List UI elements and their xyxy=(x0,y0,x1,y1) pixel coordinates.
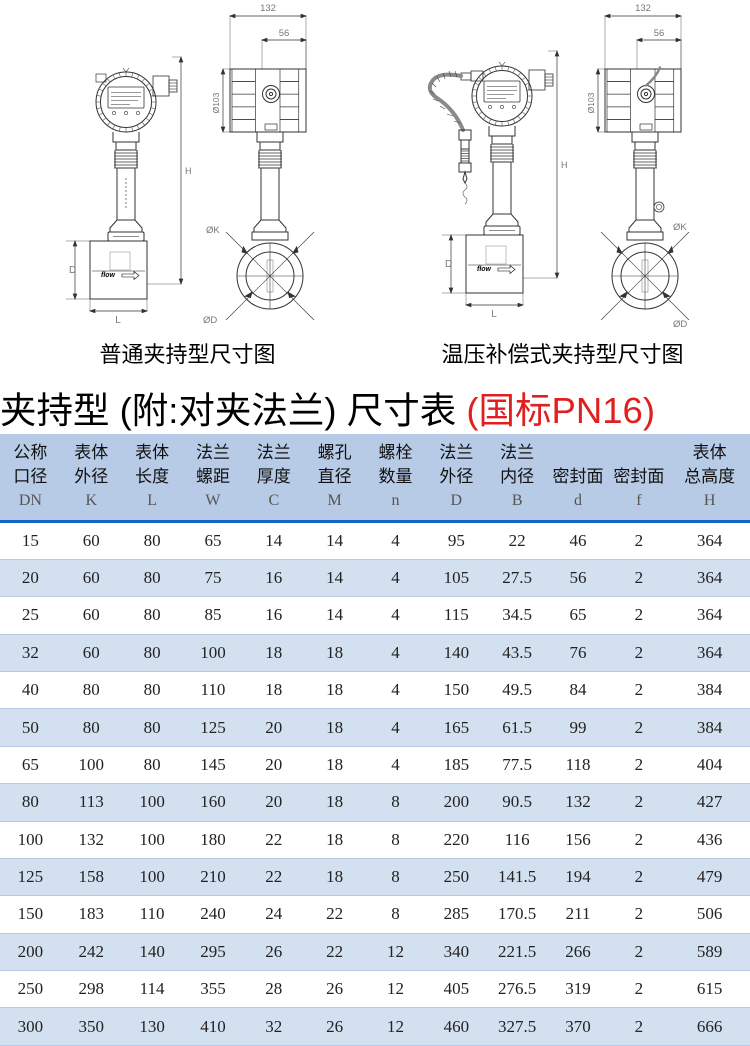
svg-text:flow: flow xyxy=(101,272,116,279)
svg-text:D: D xyxy=(445,259,452,270)
svg-text:flow: flow xyxy=(477,266,492,273)
svg-text:H: H xyxy=(185,166,192,176)
svg-text:132: 132 xyxy=(260,3,276,14)
svg-text:ØD: ØD xyxy=(673,319,687,330)
svg-text:ØK: ØK xyxy=(206,225,220,236)
svg-text:Ø103: Ø103 xyxy=(211,92,221,113)
svg-text:ØD: ØD xyxy=(203,315,217,326)
svg-text:D: D xyxy=(69,265,76,276)
svg-text:L: L xyxy=(115,315,121,326)
svg-text:H: H xyxy=(561,160,568,170)
svg-text:ØK: ØK xyxy=(673,222,687,233)
svg-text:Ø103: Ø103 xyxy=(586,92,596,113)
svg-text:132: 132 xyxy=(635,3,651,14)
svg-text:56: 56 xyxy=(279,28,290,39)
svg-text:L: L xyxy=(491,309,497,320)
svg-text:56: 56 xyxy=(654,28,665,39)
